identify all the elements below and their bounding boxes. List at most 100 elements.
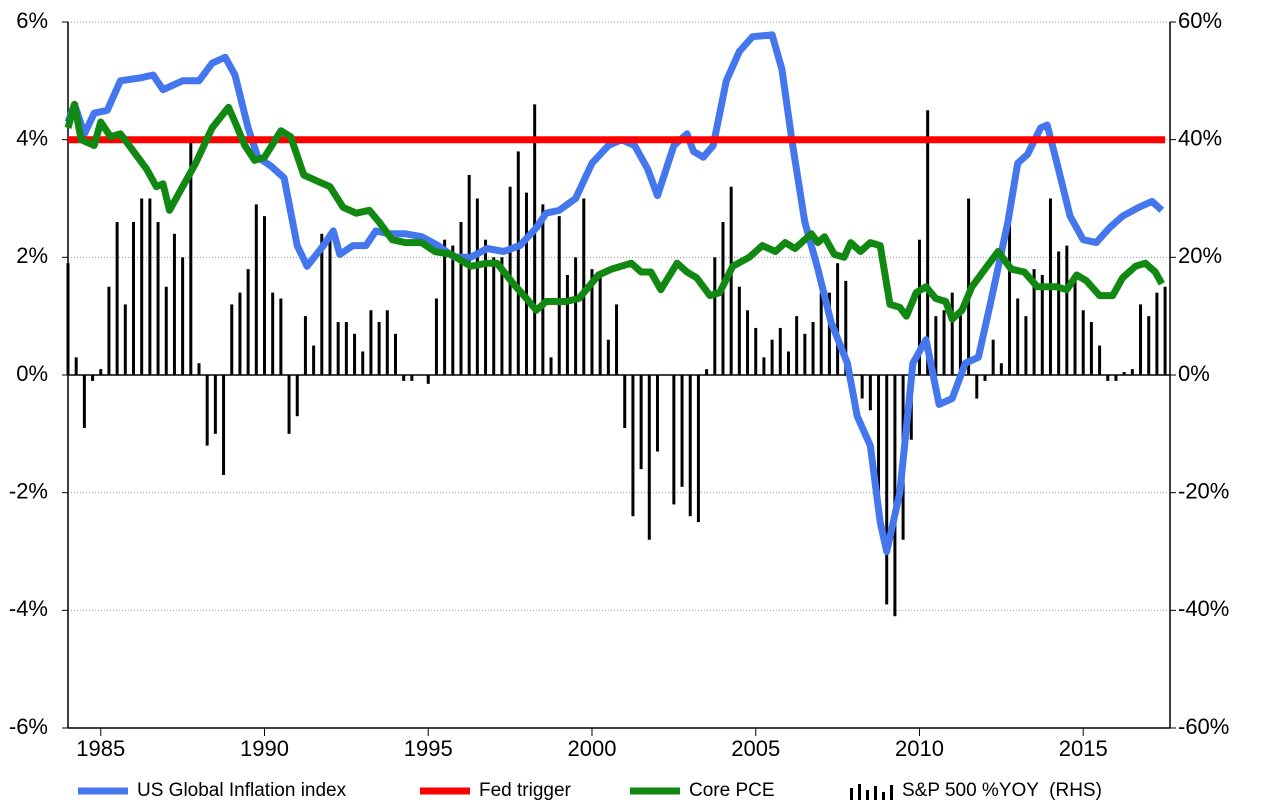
bar	[524, 192, 528, 375]
bar	[222, 375, 226, 476]
bar	[983, 375, 987, 381]
bar	[189, 139, 193, 375]
y-tick-label: 6%	[16, 8, 48, 33]
bar	[1130, 369, 1134, 375]
bar	[1114, 375, 1118, 381]
y-tick-label: -2%	[9, 478, 48, 503]
bar	[246, 269, 250, 375]
bar	[213, 375, 217, 434]
bar	[795, 316, 799, 375]
bar	[475, 198, 479, 375]
bar	[1122, 372, 1126, 375]
bar	[647, 375, 651, 540]
bar	[303, 316, 307, 375]
bar	[762, 357, 766, 375]
bar	[254, 204, 258, 375]
bar	[1040, 274, 1044, 375]
bar	[991, 339, 995, 375]
bar	[492, 257, 496, 375]
bar	[770, 339, 774, 375]
bar	[131, 222, 135, 375]
bar	[934, 316, 938, 375]
bar	[541, 204, 545, 375]
bar	[115, 222, 119, 375]
y-tick-label: -6%	[9, 714, 48, 739]
bar	[999, 363, 1003, 375]
bar	[451, 245, 455, 375]
y-tick-label: 2%	[16, 243, 48, 268]
bar	[868, 375, 872, 411]
y-tick-label: -4%	[9, 596, 48, 621]
bar	[1155, 292, 1159, 375]
bar	[99, 369, 103, 375]
bar	[1147, 316, 1151, 375]
bar	[426, 375, 430, 384]
bar	[1057, 251, 1061, 375]
x-tick-label: 2015	[1059, 736, 1108, 761]
bar	[74, 357, 78, 375]
bar	[680, 375, 684, 487]
bar	[353, 333, 357, 375]
bar	[705, 369, 709, 375]
bar	[148, 198, 152, 375]
bar	[164, 286, 168, 375]
bar	[655, 375, 659, 452]
x-tick-label: 1985	[76, 736, 125, 761]
bar	[975, 375, 979, 399]
y-tick-label: 0%	[16, 361, 48, 386]
bar	[598, 274, 602, 375]
bar	[877, 375, 881, 493]
x-tick-label: 1990	[240, 736, 289, 761]
bar	[1073, 274, 1077, 375]
bar	[1163, 286, 1167, 375]
bar	[1065, 245, 1069, 375]
bar	[262, 216, 266, 375]
bar	[385, 310, 389, 375]
bar	[238, 292, 242, 375]
bar	[1098, 345, 1102, 375]
x-tick-label: 2010	[895, 736, 944, 761]
y2-tick-label: 20%	[1178, 243, 1222, 268]
bar	[156, 222, 160, 375]
bar	[606, 339, 610, 375]
legend-label: US Global Inflation index	[137, 780, 347, 801]
bar	[574, 257, 578, 375]
bar	[860, 375, 864, 399]
bar	[336, 322, 340, 375]
bar	[746, 310, 750, 375]
bar	[369, 310, 373, 375]
bar	[811, 322, 815, 375]
bar	[754, 327, 758, 375]
bar	[91, 375, 95, 381]
bar	[827, 292, 831, 375]
bar	[1008, 222, 1012, 375]
bar	[107, 286, 111, 375]
bar	[844, 280, 848, 375]
bar	[459, 222, 463, 375]
x-tick-label: 2005	[731, 736, 780, 761]
bar	[696, 375, 700, 523]
bar	[942, 310, 946, 375]
x-tick-label: 2000	[568, 736, 617, 761]
bar	[484, 239, 488, 375]
y-tick-label: 4%	[16, 125, 48, 150]
bar	[467, 174, 471, 375]
y2-tick-label: 0%	[1178, 361, 1210, 386]
bar	[1089, 322, 1093, 375]
bar	[688, 375, 692, 517]
bar	[836, 263, 840, 375]
bar	[1106, 375, 1110, 381]
bar	[917, 239, 921, 375]
bar	[393, 333, 397, 375]
bar	[434, 298, 438, 375]
line	[64, 31, 1165, 555]
bar	[1016, 298, 1020, 375]
bar	[803, 333, 807, 375]
bar	[320, 233, 324, 375]
bar	[361, 351, 365, 375]
bar	[402, 375, 406, 381]
bar	[197, 363, 201, 375]
bar	[443, 239, 447, 375]
y2-tick-label: -60%	[1178, 714, 1229, 739]
